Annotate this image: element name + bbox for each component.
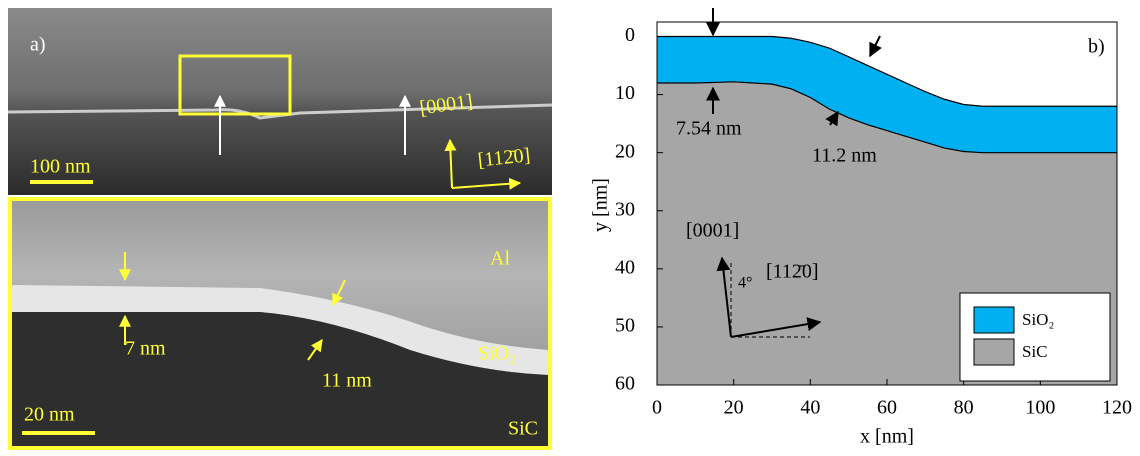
x-tick-label: 80 — [954, 397, 974, 419]
thickness-label: 11 nm — [322, 370, 372, 392]
x-tick-label: 0 — [652, 397, 662, 419]
scale-label: 100 nm — [30, 156, 91, 178]
y-axis-label: y [nm] — [590, 178, 612, 232]
x-tick-label: 20 — [724, 397, 744, 419]
x-tick-label: 120 — [1102, 397, 1132, 419]
material-label: SiC — [508, 418, 538, 440]
y-tick-label: 20 — [615, 140, 635, 162]
y-tick-label: 0 — [625, 24, 635, 46]
legend-box — [960, 293, 1110, 381]
x-tick-label: 60 — [877, 397, 897, 419]
legend-label: SiC — [1022, 342, 1048, 361]
annotation: [112̄0] — [766, 261, 819, 283]
x-axis-label: x [nm] — [860, 426, 914, 448]
y-tick-label: 10 — [615, 82, 635, 104]
x-tick-label: 40 — [800, 397, 820, 419]
panel-label: a) — [30, 34, 46, 56]
legend-swatch — [974, 307, 1014, 333]
annotation: 4° — [738, 275, 752, 292]
y-tick-label: 60 — [615, 373, 635, 395]
thickness-label: 7 nm — [125, 338, 166, 360]
chart: 0 10 20 30 40 50 60 0 20 40 60 80 100 120 y [nm] x [nm]… — [590, 8, 1132, 448]
annotation: [0001] — [686, 220, 739, 242]
legend-swatch — [974, 339, 1014, 365]
scale-label: 20 nm — [24, 404, 75, 426]
y-tick-label: 40 — [615, 256, 635, 278]
y-tick-label: 50 — [615, 315, 635, 337]
figure: a) 100 nm [0001] [112̄0] Al 7 nm 11 nm S… — [0, 0, 1140, 456]
legend-label: SiO₂ — [1022, 310, 1054, 329]
x-tick-label: 100 — [1025, 397, 1055, 419]
annotation: 7.54 nm — [676, 118, 742, 140]
panel-label: b) — [1088, 36, 1105, 58]
annotation: 11.2 nm — [812, 145, 877, 167]
y-tick-label: 30 — [615, 198, 635, 220]
arrow — [870, 36, 880, 56]
material-label: SiO₂ — [478, 343, 516, 365]
material-label: Al — [490, 248, 510, 270]
